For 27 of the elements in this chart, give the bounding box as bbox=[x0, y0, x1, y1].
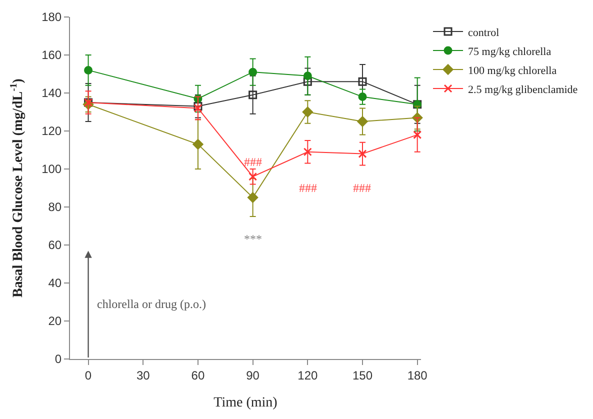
x-tick-label: 30 bbox=[136, 368, 150, 382]
legend-label: 100 mg/kg chlorella bbox=[468, 64, 557, 77]
y-tick-label: 160 bbox=[42, 48, 62, 62]
legend-label: control bbox=[468, 26, 500, 39]
x-tick-label: 180 bbox=[407, 368, 428, 382]
y-tick-label: 140 bbox=[42, 86, 62, 100]
annotation: ### bbox=[353, 181, 371, 195]
annotation: chlorella or drug (p.o.) bbox=[97, 297, 206, 311]
x-tick-label: 60 bbox=[191, 368, 205, 382]
y-tick-label: 80 bbox=[48, 200, 62, 214]
legend-label: 2.5 mg/kg glibenclamide bbox=[468, 84, 578, 96]
y-tick-label: 40 bbox=[48, 276, 62, 290]
x-tick-label: 90 bbox=[246, 368, 260, 382]
x-tick-label: 120 bbox=[298, 368, 318, 382]
y-tick-label: 180 bbox=[42, 10, 62, 24]
x-axis-title: Time (min) bbox=[214, 396, 278, 411]
y-tick-label: 60 bbox=[48, 238, 62, 252]
annotation: ### bbox=[299, 181, 317, 195]
annotation: ### bbox=[244, 155, 262, 169]
x-tick-label: 0 bbox=[84, 368, 92, 382]
y-tick-label: 20 bbox=[48, 314, 62, 328]
y-tick-label: 120 bbox=[42, 124, 62, 138]
annotation: *** bbox=[244, 232, 262, 246]
legend-label: 75 mg/kg chlorella bbox=[468, 46, 552, 58]
y-tick-label: 0 bbox=[54, 352, 62, 366]
x-tick-label: 150 bbox=[352, 368, 373, 382]
y-tick-label: 100 bbox=[42, 162, 62, 176]
